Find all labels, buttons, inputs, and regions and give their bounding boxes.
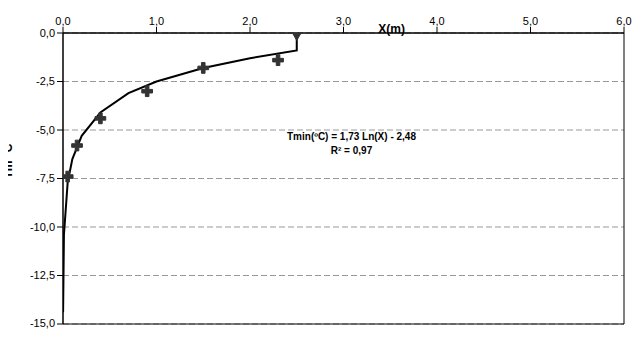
svg-text:-7,5: -7,5 [36,172,55,184]
html-text:R² = 0,97: R² = 0,97 [330,145,373,156]
html-text:X(m): X(m) [378,22,405,36]
svg-text:4,0: 4,0 [429,15,444,27]
svg-text:-12,5: -12,5 [30,269,55,281]
svg-text:2,0: 2,0 [242,15,257,27]
svg-text:6,0: 6,0 [616,15,631,27]
svg-text:1,0: 1,0 [149,15,164,27]
svg-text:-5,0: -5,0 [36,124,55,136]
svg-text:0,0: 0,0 [40,27,55,39]
svg-text:0,0: 0,0 [55,15,70,27]
svg-text:5,0: 5,0 [523,15,538,27]
svg-text:-15,0: -15,0 [30,317,55,329]
svg-text:Tm °C: Tm °C [8,143,15,178]
svg-text:-10,0: -10,0 [30,221,55,233]
svg-text:3,0: 3,0 [336,15,351,27]
html-text:Tmin(ºC) = 1,73 Ln(X) - 2,48: Tmin(ºC) = 1,73 Ln(X) - 2,48 [287,131,416,142]
svg-text:-2,5: -2,5 [36,75,55,87]
